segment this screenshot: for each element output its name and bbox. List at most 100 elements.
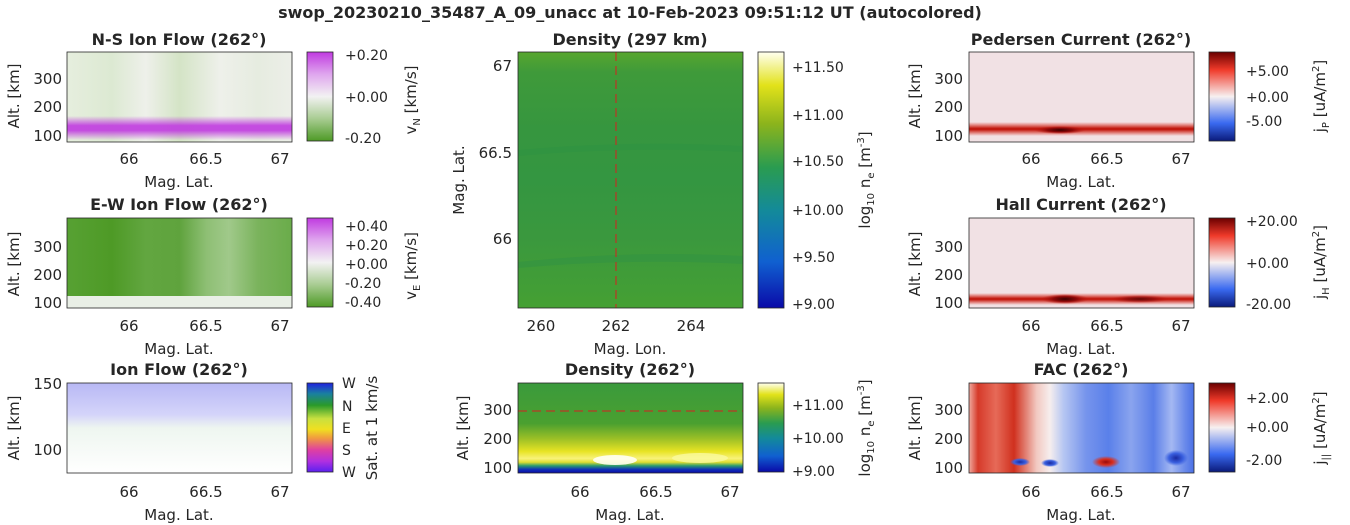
colorbar-tick: +10.00 [792,431,844,447]
panel-title: FAC (262°) [1034,360,1129,379]
panel-fac: FAC (262°) 300 200 100 66 66.5 67 Mag. L… [906,360,1332,524]
y-tick: 300 [934,238,963,256]
x-axis-label: Mag. Lat. [1046,340,1115,358]
colorbar-tick: +0.20 [345,238,388,254]
colorbar-tick: +0.00 [345,257,388,273]
y-tick: 300 [483,401,512,419]
y-tick: 100 [483,459,512,477]
colorbar-label: j|| [uA/m2] [1311,391,1332,465]
colorbar-tick: +9.50 [792,250,835,266]
y-axis-label: Alt. [km] [906,232,924,297]
x-tick: 66.5 [189,483,222,501]
y-axis-label: Alt. [km] [5,396,23,461]
colorbar: +11.50 +11.00 +10.50 +10.00 +9.50 +9.00 … [757,51,877,313]
panel-ns-ion-flow: N-S Ion Flow (262°) 300 200 100 66 66.5 … [5,30,423,191]
y-axis-label: Alt. [km] [906,64,924,129]
y-tick: 100 [33,127,62,145]
x-axis-label: Mag. Lon. [594,340,667,358]
colorbar-tick: +9.00 [792,297,835,313]
colorbar-label: log10 ne [m-3] [856,379,877,476]
x-tick: 66.5 [1090,483,1123,501]
y-tick: 300 [934,401,963,419]
x-tick: 264 [677,317,706,335]
heatmap [968,217,1195,309]
colorbar-tick: +10.50 [792,154,844,170]
x-axis-label: Mag. Lat. [144,173,213,191]
y-tick: 200 [934,266,963,284]
heatmap [66,217,293,309]
colorbar-tick: +0.00 [1246,90,1289,106]
y-tick: 150 [33,375,62,393]
y-axis-label: Alt. [km] [5,232,23,297]
y-tick: 200 [483,430,512,448]
panel-ion-flow: Ion Flow (262°) 150 100 66 66.5 67 Mag. … [5,360,381,524]
x-tick: 66.5 [1090,150,1123,168]
y-tick: 100 [33,294,62,312]
y-tick: 67 [493,57,512,75]
colorbar-tick: -2.00 [1246,453,1282,469]
panel-pedersen-current: Pedersen Current (262°) 300 200 100 66 6… [906,30,1332,191]
y-axis-label: Alt. [km] [906,396,924,461]
colorbar-tick: +0.00 [1246,256,1289,272]
y-tick: 66 [493,230,512,248]
y-tick: 100 [934,459,963,477]
panel-title: E-W Ion Flow (262°) [90,195,268,214]
x-axis-label: Mag. Lat. [144,506,213,524]
x-tick: 66 [1021,150,1040,168]
colorbar: +2.00 +0.00 -2.00 j|| [uA/m2] [1208,382,1332,473]
colorbar: +0.20 +0.00 -0.20 vN [km/s] [306,48,423,147]
colorbar-tick: +11.00 [792,398,844,414]
colorbar-tick: +0.00 [1246,420,1289,436]
colorbar-tick: +0.00 [345,90,388,106]
colorbar-tick: +9.00 [792,464,835,480]
x-tick: 66 [1021,317,1040,335]
y-tick: 66.5 [479,144,512,162]
colorbar-tick: +0.20 [345,48,388,64]
colorbar-tick: +11.50 [792,60,844,76]
heatmap [66,382,293,474]
x-tick: 66.5 [1090,317,1123,335]
x-axis-label: Mag. Lat. [1046,173,1115,191]
panel-title: Density (297 km) [552,30,707,49]
y-tick: 300 [934,70,963,88]
colorbar: +0.40 +0.20 +0.00 -0.20 -0.40 vE [km/s] [306,217,423,311]
colorbar-tick: S [342,443,351,459]
y-axis-label: Alt. [km] [5,64,23,129]
y-axis-label: Alt. [km] [454,396,472,461]
colorbar: +20.00 +0.00 -20.00 jH [uA/m2] [1208,214,1332,313]
panel-ew-ion-flow: E-W Ion Flow (262°) 300 200 100 66 66.5 … [5,195,423,358]
colorbar-tick: +2.00 [1246,391,1289,407]
colorbar-label: log10 ne [m-3] [856,131,877,228]
panel-hall-current: Hall Current (262°) 300 200 100 66 66.5 … [906,195,1332,358]
colorbar-tick: -0.20 [345,131,381,147]
x-tick: 67 [270,317,289,335]
panel-density-262: Density (262°) 300 200 100 66 66.5 67 Ma… [454,360,877,524]
y-tick: 200 [934,430,963,448]
colorbar-tick: -0.40 [345,295,381,311]
y-tick: 100 [934,127,963,145]
y-tick: 200 [934,98,963,116]
y-tick: 200 [33,266,62,284]
panel-title: N-S Ion Flow (262°) [92,30,267,49]
x-tick: 66 [570,483,589,501]
colorbar-tick: +11.00 [792,108,844,124]
colorbar: +11.00 +10.00 +9.00 log10 ne [m-3] [757,379,877,480]
colorbar-tick: +5.00 [1246,64,1289,80]
colorbar-label: vE [km/s] [402,232,423,300]
y-tick: 300 [33,238,62,256]
y-tick: 200 [33,98,62,116]
x-axis-label: Mag. Lat. [144,340,213,358]
x-tick: 67 [270,150,289,168]
x-axis-label: Mag. Lat. [595,506,664,524]
colorbar-tick: +20.00 [1246,214,1298,230]
colorbar-label: vN [km/s] [402,65,423,134]
heatmap [517,51,744,309]
heatmap [66,51,293,143]
colorbar-tick: E [342,421,351,437]
x-tick: 66 [119,317,138,335]
x-axis-label: Mag. Lat. [1046,506,1115,524]
panel-density-297: Density (297 km) 67 66.5 66 260 262 264 … [450,30,877,358]
x-tick: 66 [119,150,138,168]
colorbar-tick: -0.20 [345,276,381,292]
